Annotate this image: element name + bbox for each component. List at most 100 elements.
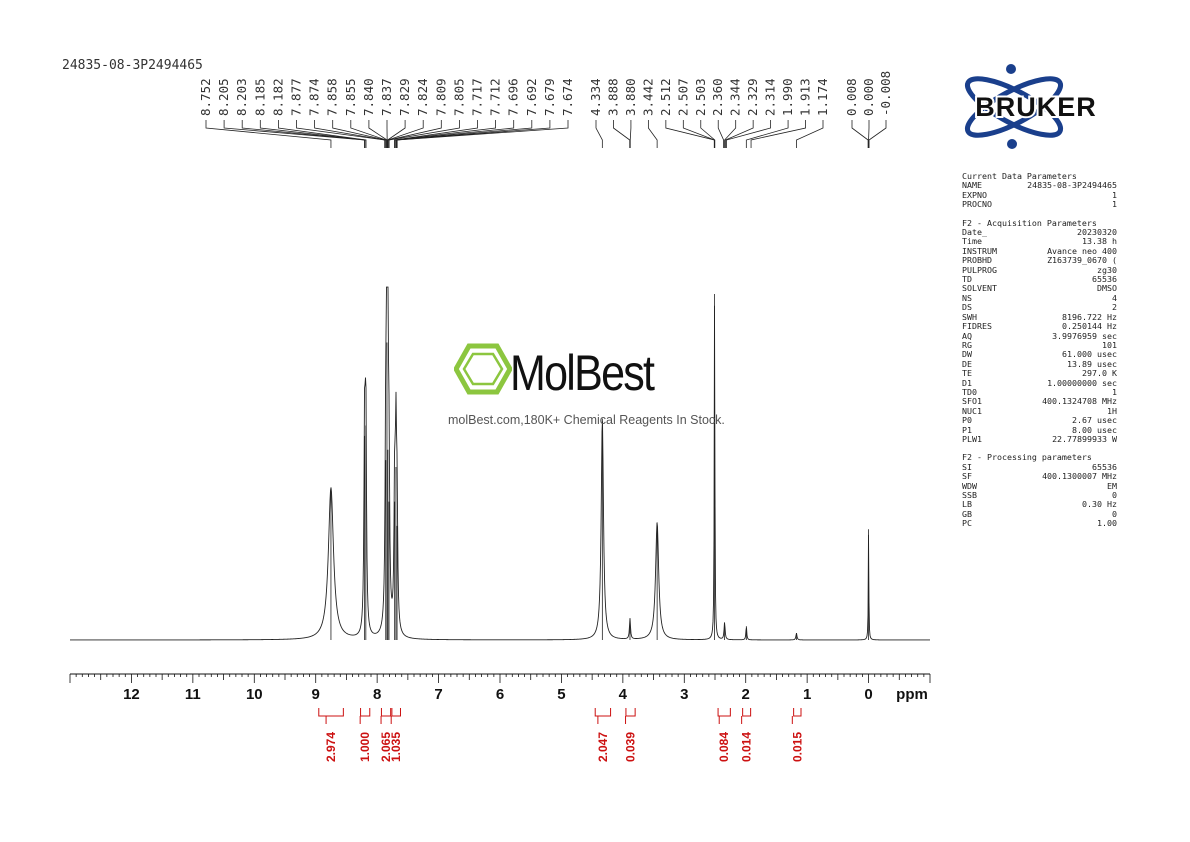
peak-label: 2.503 — [693, 78, 708, 116]
param-value: 0.30 Hz — [1082, 499, 1117, 510]
processing-params: SI 65536 SF 400.1300007 MHz WDW EM SSB 0 LB 0.30 … — [962, 461, 1117, 529]
acquisition-param-row: NS 4 — [962, 292, 1117, 303]
param-key: PLW1 — [962, 433, 982, 444]
peak-label: 7.855 — [343, 78, 358, 116]
peak-label-leader — [396, 120, 551, 148]
acquisition-param-row: Time 13.38 h — [962, 237, 1117, 247]
acquisition-param-row: DS 2 — [962, 302, 1117, 312]
peak-label-leader — [665, 120, 715, 148]
param-key: PROBHD — [962, 255, 992, 266]
acquisition-param-row: INSTRUM Avance neo 400 — [962, 245, 1117, 256]
param-key: TD — [962, 274, 972, 285]
param-key: AQ — [962, 330, 972, 341]
peak-label: 2.314 — [763, 78, 778, 116]
peak-label-leader — [368, 120, 388, 148]
integral-value: 0.014 — [740, 732, 754, 762]
param-value: Z163739_0670 ( — [1047, 255, 1117, 266]
x-tick-label: 4 — [619, 686, 628, 703]
param-key: SOLVENT — [962, 283, 997, 294]
peak-label: 8.752 — [198, 78, 213, 116]
peak-label-leader — [717, 120, 724, 148]
peak-label-leader — [388, 120, 460, 148]
param-key: LB — [962, 499, 972, 510]
peak-label-leader — [396, 120, 569, 148]
param-value: 1H — [1107, 405, 1117, 416]
molbest-tagline: molBest.com,180K+ Chemical Reagents In S… — [448, 413, 725, 427]
x-tick-label: 3 — [680, 686, 688, 703]
molbest-name: MolBest — [510, 345, 655, 401]
param-value: 1.00000000 sec — [1047, 377, 1117, 388]
acquisition-param-row: NUC1 1H — [962, 405, 1117, 416]
x-tick-label: 2 — [742, 686, 750, 703]
param-key: SFO1 — [962, 396, 982, 407]
acquisition-param-row: DE 13.89 usec — [962, 359, 1117, 369]
peak-label: 7.824 — [415, 78, 430, 116]
x-tick-label: 7 — [434, 686, 442, 703]
peak-label-leader — [350, 120, 387, 148]
integral-value: 0.015 — [790, 732, 804, 762]
integral-bracket — [360, 708, 371, 717]
param-value: 0.250144 Hz — [1062, 321, 1117, 332]
param-key: Date_ — [962, 227, 987, 238]
molbest-watermark: MolBest molBest.com,180K+ Chemical Reage… — [440, 340, 750, 440]
peak-label-leaders — [205, 120, 887, 148]
param-key: SF — [962, 471, 972, 482]
peak-label-leader — [394, 120, 496, 148]
param-key: NS — [962, 292, 972, 303]
param-value: 400.1300007 MHz — [1042, 471, 1117, 482]
acquisition-param-row: FIDRES 0.250144 Hz — [962, 321, 1117, 332]
peak-label: 7.837 — [379, 78, 394, 116]
peak-label: 8.185 — [252, 78, 267, 116]
integral-value: 2.065 — [379, 732, 393, 762]
x-tick-label: 6 — [496, 686, 504, 703]
param-key: INSTRUM — [962, 245, 997, 256]
integral-value: 2.974 — [324, 732, 338, 762]
param-value: 1.00 — [1097, 518, 1117, 529]
param-value: 8.00 usec — [1072, 424, 1117, 435]
acquisition-param-row: TD 65536 — [962, 274, 1117, 285]
processing-param-row: SF 400.1300007 MHz — [962, 471, 1117, 482]
acquisition-param-row: PLW1 22.77899933 W — [962, 433, 1117, 444]
processing-param-row: SI 65536 — [962, 461, 1117, 472]
peak-label: 0.008 — [844, 78, 859, 116]
param-value: 65536 — [1092, 461, 1117, 472]
peak-label: 0.000 — [861, 78, 876, 116]
peak-label: 7.679 — [542, 78, 557, 116]
acquisition-param-row: D1 1.00000000 sec — [962, 377, 1117, 388]
peak-label-leader — [726, 120, 772, 148]
integral-bracket — [391, 708, 401, 717]
param-key: P0 — [962, 415, 972, 426]
acquisition-parameters-panel: Current Data Parameters NAME 24835-08-3P2… — [962, 171, 1117, 529]
acquisition-param-row: PULPROG zg30 — [962, 264, 1117, 275]
peak-label: 2.512 — [658, 78, 673, 116]
param-key: WDW — [962, 480, 977, 491]
param-value: 0 — [1112, 490, 1117, 500]
x-axis-label: ppm — [896, 686, 928, 703]
param-key: FIDRES — [962, 321, 992, 332]
sample-id: 24835-08-3P2494465 — [62, 58, 203, 73]
peak-label: 2.507 — [675, 78, 690, 116]
param-value: 1 — [1112, 386, 1117, 397]
peak-label: 7.829 — [397, 78, 412, 116]
integral-bracket — [742, 708, 752, 717]
param-key: PULPROG — [962, 264, 997, 275]
peak-label-leader — [647, 120, 658, 148]
param-key: TD0 — [962, 386, 977, 397]
bruker-logo: BRUKER — [964, 64, 1098, 149]
param-key: DW — [962, 349, 972, 360]
param-value: Avance neo 400 — [1047, 245, 1117, 256]
peak-label-leader — [725, 120, 754, 148]
param-value: 65536 — [1092, 274, 1117, 285]
acquisition-params: Date_ 20230320 Time 13.38 h INSTRUM Avance ne… — [962, 227, 1117, 444]
acquisition-param-row: TE 297.0 K — [962, 368, 1117, 378]
peak-label: 1.174 — [815, 78, 830, 116]
peak-label: 7.717 — [470, 78, 485, 116]
x-tick-label: 0 — [864, 686, 872, 703]
param-key: SWH — [962, 311, 977, 322]
param-key: RG — [962, 339, 972, 350]
peak-label: -0.008 — [878, 71, 893, 116]
integral-value: 1.000 — [358, 732, 372, 762]
peak-label: 7.674 — [560, 78, 575, 116]
param-key: NAME — [962, 180, 982, 191]
